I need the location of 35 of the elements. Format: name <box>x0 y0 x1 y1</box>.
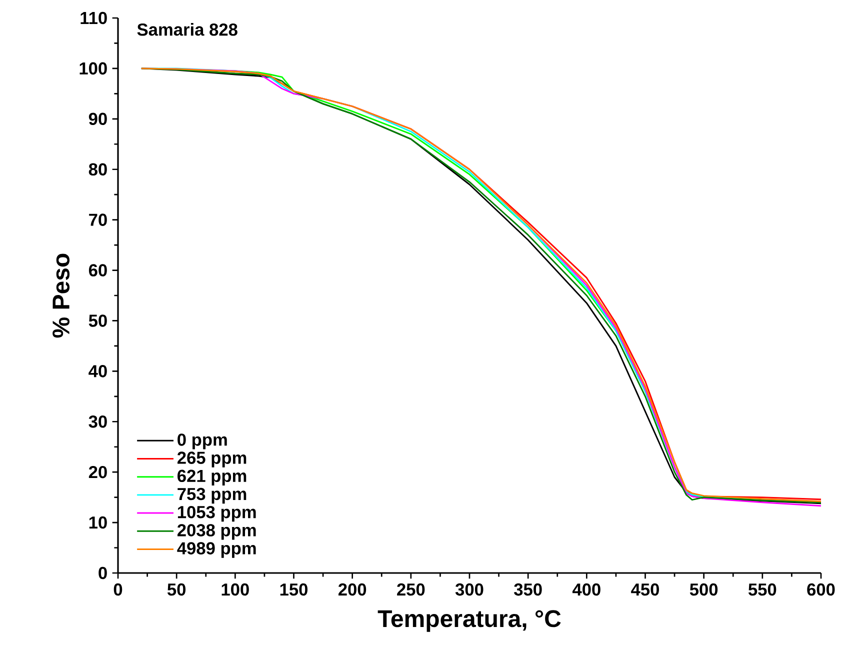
x-tick-label: 50 <box>167 583 186 596</box>
y-tick-label: 20 <box>88 466 107 478</box>
x-tick-label: 300 <box>455 583 484 596</box>
x-tick-label: 550 <box>748 583 776 596</box>
x-tick-label: 500 <box>690 583 718 596</box>
y-tick-label: 30 <box>88 415 107 428</box>
x-tick-label: 400 <box>572 583 600 596</box>
y-axis-title: % Peso <box>52 254 70 338</box>
legend-label: 265 ppm <box>177 452 246 468</box>
legend-label: 1053 ppm <box>178 506 256 522</box>
x-tick-label: 600 <box>807 583 835 596</box>
x-tick-label: 450 <box>631 583 659 596</box>
y-tick-label: 10 <box>89 516 107 529</box>
legend-label: 2038 ppm <box>177 524 256 540</box>
y-tick-label: 60 <box>88 264 107 276</box>
y-tick-label: 40 <box>88 364 107 378</box>
y-tick-label: 80 <box>88 163 107 176</box>
x-axis-title: Temperatura, °C <box>378 610 561 632</box>
legend-label: 4989 ppm <box>177 542 256 558</box>
x-tick-label: 200 <box>338 583 366 596</box>
y-tick-label: 0 <box>98 566 107 579</box>
y-tick-label: 50 <box>88 314 107 327</box>
legend-label: 753 ppm <box>178 488 246 504</box>
x-tick-label: 150 <box>280 583 308 596</box>
y-tick-label: 110 <box>80 12 107 24</box>
x-tick-label: 350 <box>514 583 542 596</box>
x-tick-label: 250 <box>397 583 425 596</box>
x-tick-label: 0 <box>114 583 122 596</box>
x-tick-label: 100 <box>222 583 249 596</box>
y-tick-label: 90 <box>88 112 107 125</box>
chart-title: Samaria 828 <box>137 22 238 36</box>
y-tick-label: 70 <box>89 214 107 226</box>
y-tick-label: 100 <box>80 62 107 74</box>
legend-label: 621 ppm <box>178 470 246 486</box>
legend-label: 0 ppm <box>178 433 227 450</box>
